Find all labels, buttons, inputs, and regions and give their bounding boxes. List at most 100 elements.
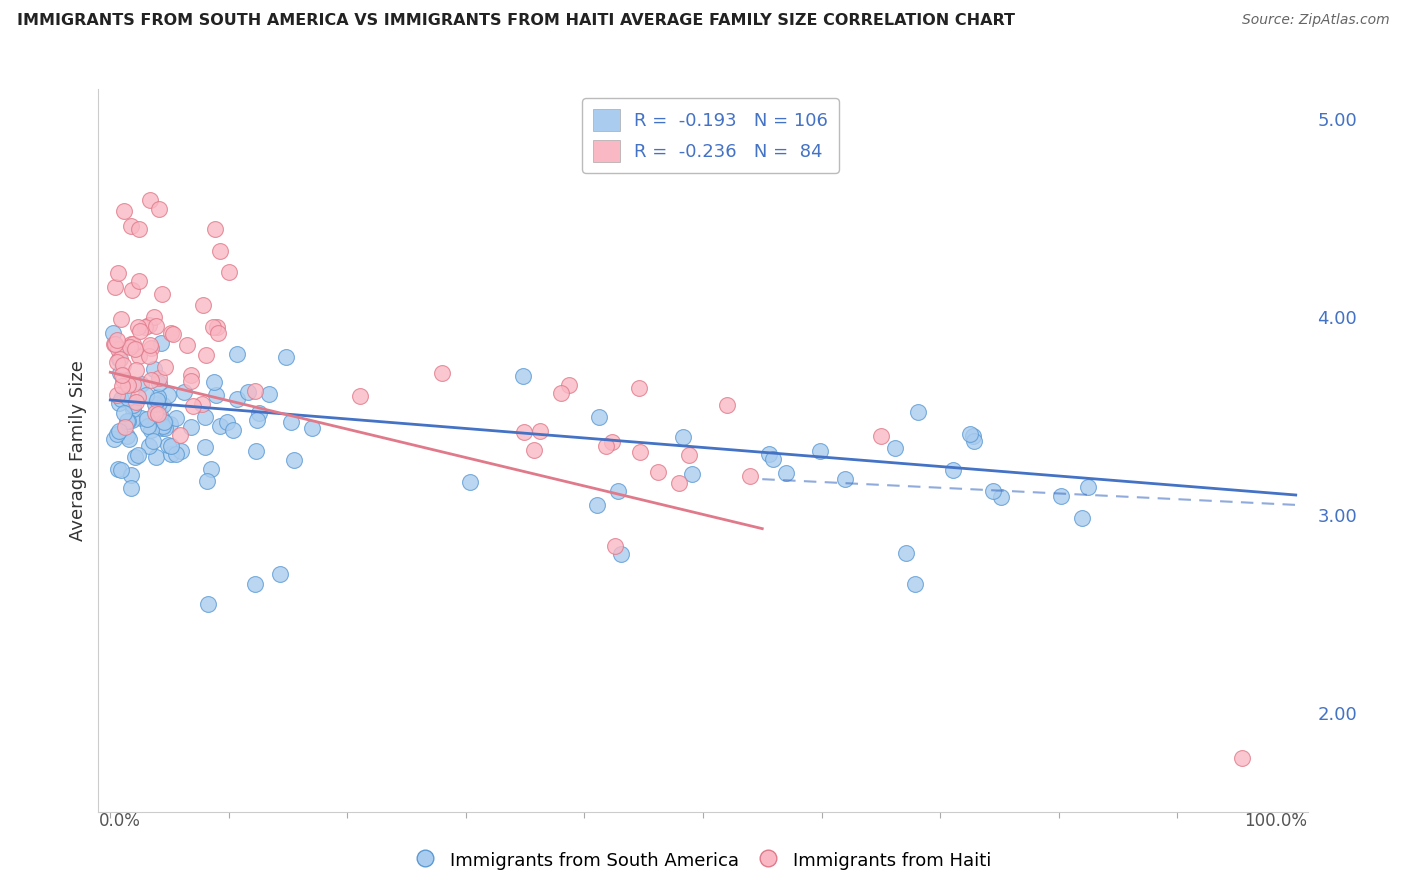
Point [276,350,298,364]
Point [129,377,152,392]
Point [139,423,162,437]
Point [114,420,136,434]
Point [173,385,195,400]
Point [269,567,291,582]
Point [600,435,623,450]
Point [245,444,267,458]
Point [143,406,166,420]
Point [103,337,125,351]
Point [139,337,162,351]
Point [153,421,176,435]
Point [117,378,139,392]
Point [180,419,202,434]
Point [111,373,134,387]
Point [942,462,965,476]
Point [148,396,170,410]
Point [108,366,131,380]
Point [122,377,145,392]
Point [512,369,534,384]
Point [128,274,150,288]
Point [108,351,131,366]
Point [585,498,607,512]
Point [110,463,132,477]
Point [193,298,215,312]
Point [120,481,142,495]
Point [128,221,150,235]
Point [962,429,984,443]
Point [114,204,136,219]
Point [105,427,128,442]
Point [558,378,581,392]
Point [226,347,249,361]
Point [257,386,280,401]
Point [136,412,159,426]
Point [105,333,128,347]
Point [301,421,323,435]
Point [121,413,143,427]
Point [159,326,181,340]
Point [983,484,1005,499]
Point [148,390,170,404]
Point [883,441,905,455]
Point [209,418,232,433]
Point [218,265,240,279]
Point [125,363,148,377]
Point [122,401,145,416]
Point [869,429,891,443]
Point [121,283,143,297]
Point [628,445,651,459]
Point [681,467,703,482]
Point [115,429,138,443]
Point [207,326,229,340]
Point [104,337,127,351]
Point [202,375,225,389]
Point [159,417,181,431]
Point [124,342,146,356]
Point [894,546,917,560]
Point [215,415,238,429]
Legend: Immigrants from South America, Immigrants from Haiti: Immigrants from South America, Immigrant… [406,842,1000,879]
Point [150,421,173,435]
Point [243,577,266,591]
Point [128,324,150,338]
Point [152,415,174,429]
Point [150,287,173,301]
Point [225,392,247,407]
Point [120,219,142,233]
Point [148,376,170,390]
Point [110,368,132,382]
Point [160,447,183,461]
Legend: R =  -0.193   N = 106, R =  -0.236   N =  84: R = -0.193 N = 106, R = -0.236 N = 84 [582,98,839,173]
Point [105,388,128,402]
Point [139,341,162,355]
Point [672,430,695,444]
Point [127,448,149,462]
Point [209,244,232,259]
Point [135,388,157,402]
Point [146,393,169,408]
Point [160,439,183,453]
Point [143,397,166,411]
Point [904,577,927,591]
Point [115,415,138,429]
Point [247,406,270,420]
Point [762,452,785,467]
Point [111,378,134,392]
Point [108,342,131,356]
Point [165,410,187,425]
Point [120,340,142,354]
Point [149,408,172,422]
Point [148,371,170,385]
Point [157,388,180,402]
Point [740,468,762,483]
Point [758,447,780,461]
Point [200,462,222,476]
Point [238,384,260,399]
Point [588,409,610,424]
Point [959,427,981,442]
Point [138,318,160,332]
Point [121,399,143,413]
Point [668,476,690,491]
Point [134,320,156,334]
Point [136,418,159,433]
